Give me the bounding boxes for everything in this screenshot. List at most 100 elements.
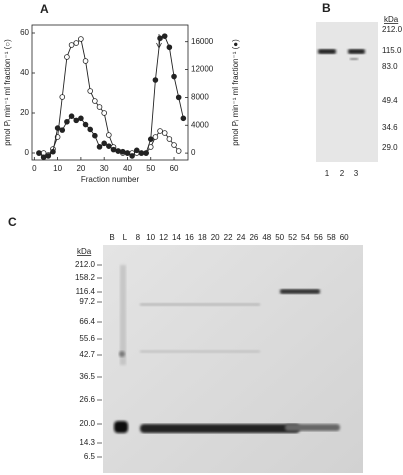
- lane-label: 26: [249, 233, 258, 242]
- lane-label: 60: [340, 233, 349, 242]
- gel-band: [140, 350, 260, 353]
- data-point: [59, 94, 66, 100]
- data-point: [115, 148, 121, 154]
- data-point: [175, 94, 182, 101]
- data-point: [152, 77, 159, 83]
- unit-label: kDa: [77, 247, 92, 256]
- marker-label: 14.3: [79, 438, 95, 447]
- lane-label: 20: [211, 233, 220, 242]
- marker-label: 158.2: [75, 273, 96, 282]
- marker-label: 34.6: [382, 123, 398, 132]
- y2-tick-label: 12000: [191, 65, 214, 74]
- marker-label: 20.0: [79, 419, 95, 428]
- data-point: [92, 98, 98, 104]
- marker-label: 36.5: [79, 372, 95, 381]
- data-point: [180, 115, 187, 122]
- y-tick-label: 60: [20, 28, 29, 37]
- data-point: [138, 150, 145, 156]
- lane-label: 14: [172, 233, 181, 242]
- y2-axis-title: pmol Pᵢ min⁻¹ ml fraction⁻¹ (●): [231, 39, 240, 146]
- lane-label: 3: [354, 169, 359, 178]
- gel-band: [280, 289, 320, 294]
- lane-label: 54: [301, 233, 310, 242]
- data-point: [68, 42, 75, 48]
- x-tick-label: 40: [123, 164, 132, 173]
- data-point: [73, 40, 80, 46]
- y-tick-label: 0: [25, 148, 30, 157]
- gel-band: [348, 49, 365, 54]
- lane-label: 22: [224, 233, 233, 242]
- data-point: [40, 154, 47, 161]
- marker-label: 42.7: [79, 350, 95, 359]
- lane-label: 56: [314, 233, 323, 242]
- marker-label: 212.0: [75, 260, 96, 269]
- y-tick-label: 40: [20, 68, 29, 77]
- lane-label: 52: [288, 233, 297, 242]
- lane-label: 2: [340, 169, 345, 178]
- marker-label: 97.2: [79, 297, 95, 306]
- lane-label: 1: [325, 169, 330, 178]
- panel-label: C: [8, 215, 17, 229]
- data-point: [106, 132, 112, 138]
- marker-label: 6.5: [84, 452, 96, 461]
- data-point: [92, 132, 98, 139]
- gel-band: [119, 351, 125, 357]
- gel-band: [350, 58, 358, 60]
- marker-label: 66.4: [79, 317, 95, 326]
- gel-b: [316, 22, 378, 162]
- data-point: [36, 150, 42, 156]
- data-point: [64, 118, 70, 125]
- data-point: [45, 153, 52, 159]
- data-point: [64, 54, 70, 60]
- data-point: [87, 88, 94, 94]
- y2-tick-label: 4000: [191, 120, 209, 129]
- data-point: [161, 130, 168, 136]
- y2-tick-label: 8000: [191, 93, 209, 102]
- marker-label: 29.0: [382, 143, 398, 152]
- lane-label: 16: [185, 233, 194, 242]
- data-point: [143, 150, 149, 156]
- data-point: [133, 147, 140, 154]
- data-point: [106, 143, 112, 149]
- data-point: [124, 150, 131, 156]
- data-point: [78, 115, 84, 122]
- gel-band: [285, 424, 340, 431]
- plot-frame: [31, 24, 189, 161]
- lane-label: L: [123, 233, 128, 242]
- gel-c: [103, 245, 363, 473]
- marker-label: 83.0: [382, 62, 398, 71]
- x-axis-title: Fraction number: [81, 175, 140, 184]
- lane-label: 48: [262, 233, 271, 242]
- x-tick-label: 20: [76, 164, 85, 173]
- data-point: [96, 104, 103, 110]
- data-point: [78, 36, 84, 42]
- x-tick-label: 50: [146, 164, 155, 173]
- data-point: [175, 148, 182, 154]
- data-point: [73, 117, 80, 124]
- data-point: [161, 33, 168, 39]
- unit-label: kDa: [384, 15, 399, 24]
- data-point: [96, 144, 103, 150]
- lane-label: 10: [146, 233, 155, 242]
- y-axis-title: pmol Pᵢ min⁻¹ ml fraction⁻¹ (○): [3, 39, 12, 146]
- data-point: [147, 136, 154, 142]
- lane-label: B: [109, 233, 114, 242]
- y2-tick-label: 16000: [191, 37, 214, 46]
- lane-label: 24: [237, 233, 246, 242]
- lane-label: 50: [275, 233, 284, 242]
- y-tick-label: 20: [20, 108, 29, 117]
- x-tick-label: 0: [32, 164, 37, 173]
- data-point: [157, 128, 163, 134]
- data-point: [166, 44, 173, 51]
- data-point: [157, 35, 163, 42]
- data-point: [129, 153, 135, 159]
- x-tick-label: 30: [100, 164, 109, 173]
- y2-tick-label: 0: [191, 148, 196, 157]
- lane-label: 8: [136, 233, 141, 242]
- marker-label: 212.0: [382, 25, 403, 34]
- data-point: [87, 126, 94, 133]
- data-point: [152, 134, 159, 140]
- data-point: [166, 136, 173, 142]
- gel-band: [140, 303, 260, 306]
